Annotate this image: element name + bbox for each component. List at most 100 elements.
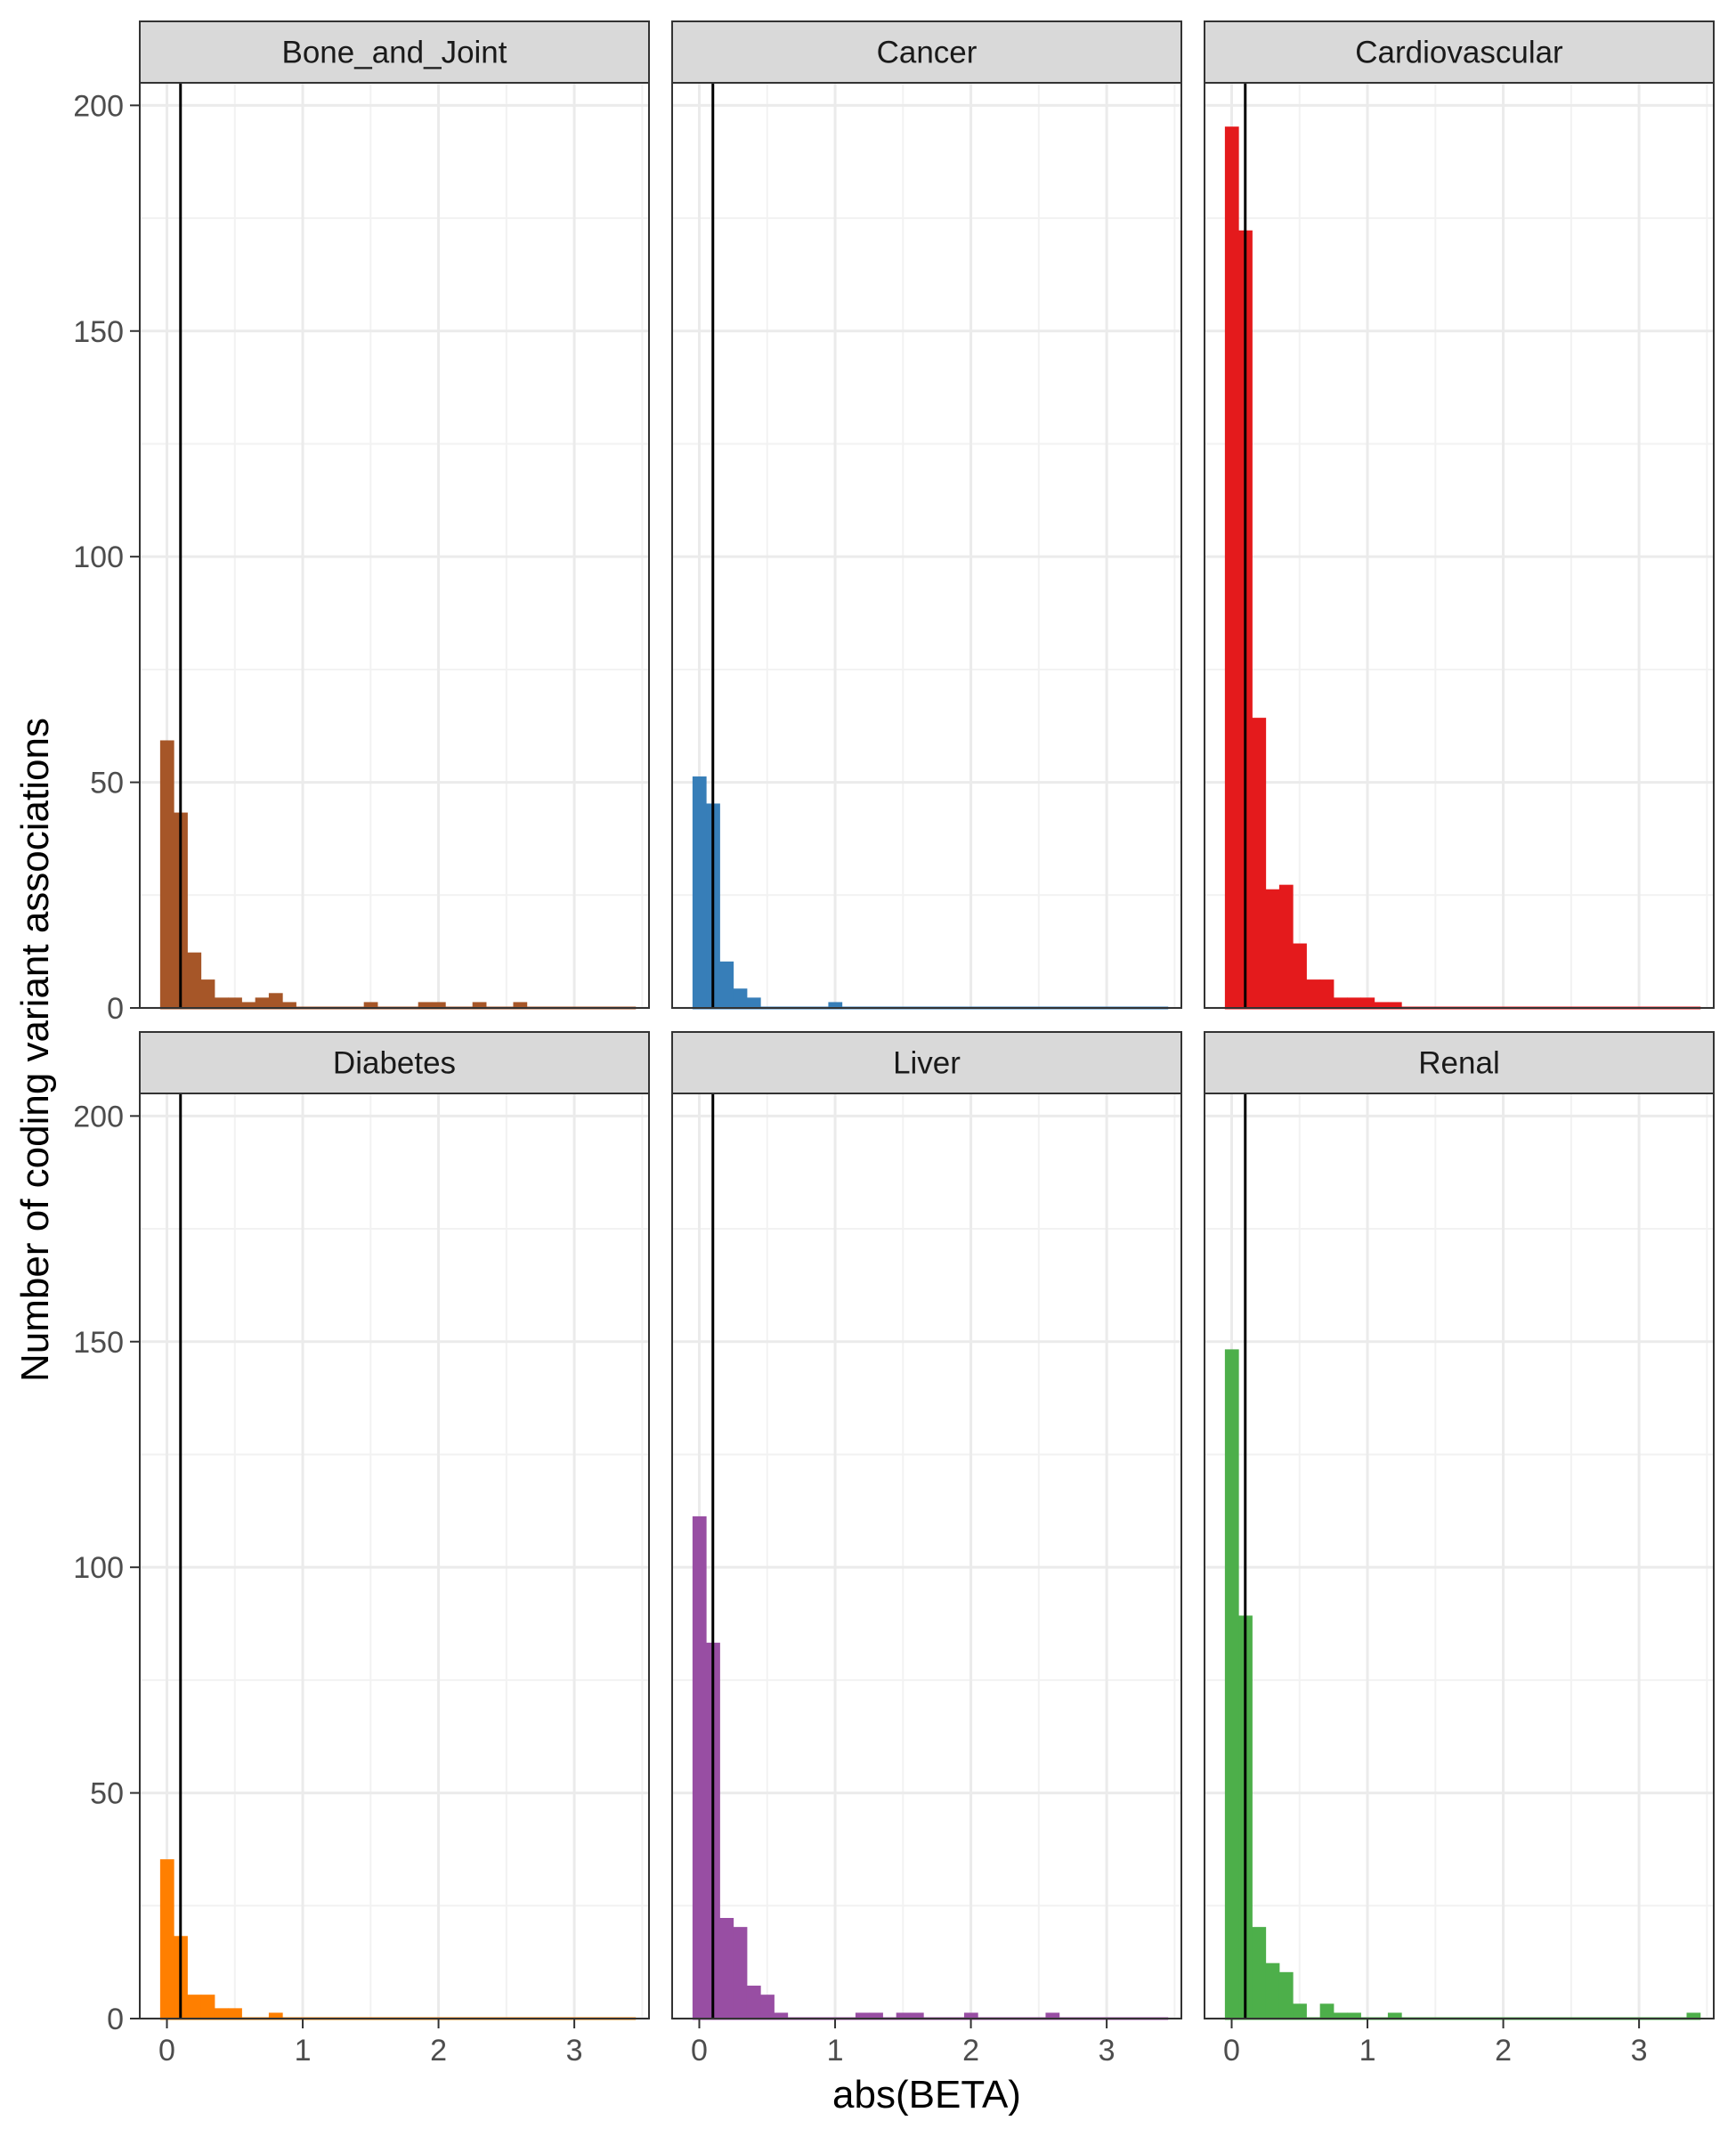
histogram-bar	[282, 1002, 296, 1010]
histogram-bar	[1278, 1971, 1294, 2020]
x-tick-label: 1	[1359, 2034, 1376, 2068]
x-tick-label: 2	[962, 2034, 979, 2068]
x-tick-label: 3	[1631, 2034, 1648, 2068]
histogram-bar	[1278, 884, 1294, 1010]
y-axis-title: Number of coding variant associations	[13, 718, 57, 1382]
histogram-bar	[1265, 889, 1280, 1010]
facet-strip	[139, 1031, 650, 1094]
panel-background	[140, 83, 649, 1008]
histogram-bar	[1387, 1002, 1402, 1010]
histogram-bar	[200, 979, 215, 1010]
histogram-bar	[733, 988, 748, 1010]
histogram-bar	[719, 1917, 734, 2020]
x-tick-label: 0	[158, 2034, 175, 2068]
histogram-bar	[241, 1002, 256, 1010]
y-tick-label: 150	[73, 1326, 124, 1360]
histogram-bar	[733, 1927, 748, 2020]
histogram-bar	[1387, 2012, 1402, 2020]
x-tick-label: 2	[1495, 2034, 1512, 2068]
histogram-bar	[255, 997, 270, 1010]
histogram-bar	[1347, 997, 1361, 1010]
facet-strip	[139, 20, 650, 84]
histogram-bar	[1045, 2012, 1060, 2020]
facet-panel-diabetes: Diabetes 0 50 100 150 200 0 1 2 3	[73, 1031, 650, 2068]
histogram-bar	[719, 961, 734, 1010]
histogram-bar	[869, 2012, 883, 2020]
histogram-bar	[159, 740, 174, 1010]
facet-strip-label: Liver	[893, 1046, 961, 1081]
facet-strip-label: Diabetes	[333, 1046, 456, 1081]
facet-strip-label: Cardiovascular	[1355, 36, 1563, 70]
histogram-bar	[1252, 1927, 1267, 2020]
histogram-bar	[828, 1002, 843, 1010]
panel-background	[672, 83, 1181, 1008]
facet-panel-renal: Renal 0 1 2 3	[1204, 1031, 1715, 2068]
histogram-bar	[228, 2008, 242, 2020]
x-tick-label: 1	[295, 2034, 312, 2068]
x-tick-label: 3	[566, 2034, 583, 2068]
histogram-bar	[1265, 1962, 1280, 2020]
histogram-bar	[214, 2008, 229, 2020]
x-axis-title: abs(BETA)	[832, 2073, 1021, 2117]
facet-panel-cancer: Cancer	[671, 20, 1182, 1010]
x-tick-label: 3	[1099, 2034, 1115, 2068]
histogram-bar	[760, 1995, 775, 2020]
histogram-bar	[1293, 2003, 1307, 2020]
facet-panel-liver: Liver 0 1 2 3	[671, 1031, 1182, 2068]
y-tick-label: 100	[73, 540, 124, 574]
histogram-bar	[214, 997, 229, 1010]
facet-strip-label: Renal	[1418, 1046, 1499, 1081]
y-tick-label: 100	[73, 1551, 124, 1585]
histogram-bar	[159, 1859, 174, 2020]
histogram-bar	[692, 1515, 707, 2020]
y-tick-label: 150	[73, 315, 124, 349]
panel-background	[1205, 1093, 1714, 2019]
x-tick-label: 1	[827, 2034, 844, 2068]
y-tick-label: 50	[90, 1777, 124, 1811]
histogram-bar	[1306, 979, 1321, 1010]
histogram-bar	[774, 2012, 789, 2020]
histogram-bar	[1319, 2003, 1334, 2020]
histogram-bar	[963, 2012, 978, 2020]
histogram-bar	[268, 2012, 283, 2020]
x-tick-label: 2	[430, 2034, 447, 2068]
facet-strip-label: Bone_and_Joint	[282, 36, 507, 70]
histogram-bar	[746, 1986, 761, 2020]
histogram-bar	[1360, 997, 1375, 1010]
histogram-bar	[746, 997, 761, 1010]
facet-strip	[671, 1031, 1182, 1094]
histogram-bar	[418, 1002, 433, 1010]
histogram-bar	[1686, 2012, 1701, 2020]
facet-strip	[1204, 1031, 1715, 1094]
histogram-bar	[513, 1002, 528, 1010]
histogram-bar	[187, 1995, 202, 2020]
y-tick-label: 200	[73, 1100, 124, 1134]
histogram-bar	[855, 2012, 870, 2020]
histogram-bar	[1347, 2012, 1361, 2020]
histogram-bar	[1374, 1002, 1389, 1010]
histogram-bar	[1333, 2012, 1348, 2020]
histogram-bar	[1224, 1349, 1239, 2020]
histogram-bar	[1252, 718, 1267, 1010]
histogram-bar	[1319, 979, 1334, 1010]
panel-background	[140, 1093, 649, 2019]
histogram-bar	[896, 2012, 911, 2020]
histogram-bar	[363, 1002, 378, 1010]
histogram-bar	[1224, 126, 1239, 1010]
histogram-bar	[228, 997, 242, 1010]
y-tick-label: 0	[107, 2003, 124, 2036]
histogram-bar	[200, 1995, 215, 2020]
facet-strip	[1204, 20, 1715, 84]
histogram-bar	[187, 952, 202, 1010]
y-tick-label: 200	[73, 89, 124, 123]
histogram-bar	[909, 2012, 924, 2020]
facet-strip	[671, 20, 1182, 84]
panel-background	[672, 1093, 1181, 2019]
histogram-bar	[1333, 997, 1348, 1010]
histogram-bar	[431, 1002, 446, 1010]
y-tick-label: 50	[90, 767, 124, 800]
facet-panel-bone-and-joint: Bone_and_Joint 0 50 100 150 200	[73, 20, 650, 1026]
panel-background	[1205, 83, 1714, 1008]
histogram-bar	[472, 1002, 487, 1010]
